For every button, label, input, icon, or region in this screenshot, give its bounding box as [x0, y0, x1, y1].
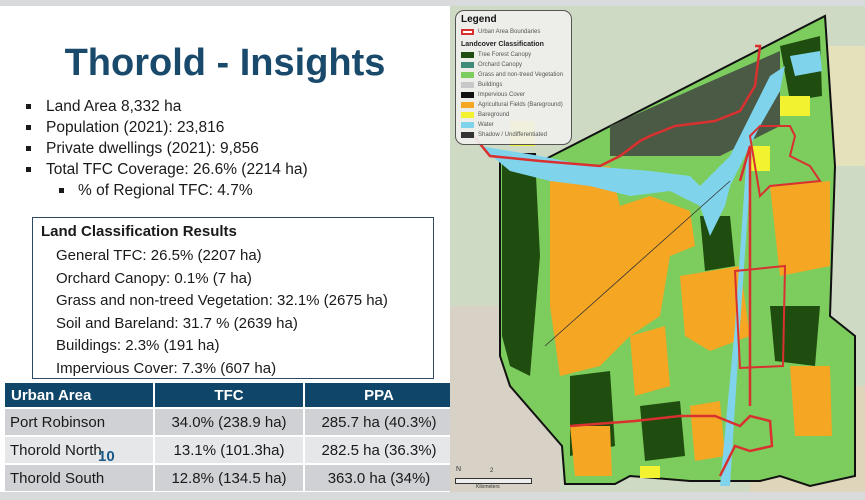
north-arrow-icon: N [456, 466, 462, 473]
table-header-row: Urban Area TFC PPA [5, 383, 453, 407]
lcr-orchard: Orchard Canopy: 0.1% (7 ha) [56, 269, 252, 287]
legend-item-boundary: Urban Area Boundaries [461, 28, 540, 36]
header-tfc: TFC [155, 383, 303, 407]
lcr-impervious: Impervious Cover: 7.3% (607 ha) [56, 359, 277, 377]
grass-swatch-icon [461, 72, 474, 78]
scale-value: 2 [490, 468, 494, 474]
stat-tfc-coverage: Total TFC Coverage: 26.6% (2214 ha) [26, 159, 308, 180]
slide-content: Thorold - Insights Land Area 8,332 ha Po… [0, 6, 450, 500]
legend-item: Orchard Canopy [461, 61, 522, 69]
urban-area-table: Urban Area TFC PPA Port Robinson 34.0% (… [3, 381, 455, 493]
legend-item: Water [461, 121, 494, 129]
lcr-soil: Soil and Bareland: 31.7 % (2639 ha) [56, 314, 298, 332]
legend-item: Buildings [461, 81, 502, 89]
cell-tfc: 12.8% (134.5 ha) [155, 465, 303, 491]
agricultural-swatch-icon [461, 102, 474, 108]
legend-item: Grass and non-treed Vegetation [461, 71, 563, 79]
water-swatch-icon [461, 122, 474, 128]
header-ppa: PPA [305, 383, 453, 407]
legend-title: Legend [461, 14, 497, 25]
legend-item: Shadow / Undifferentiated [461, 131, 547, 139]
boundary-swatch-icon [461, 29, 474, 35]
stat-land-area: Land Area 8,332 ha [26, 96, 308, 117]
legend-item: Tree Forest Canopy [461, 51, 531, 59]
cell-ppa: 285.7 ha (40.3%) [305, 409, 453, 435]
table-row: Port Robinson 34.0% (238.9 ha) 285.7 ha … [5, 409, 453, 435]
lcr-buildings: Buildings: 2.3% (191 ha) [56, 337, 220, 354]
land-classification-title: Land Classification Results [41, 223, 237, 240]
land-classification-list: General TFC: 26.5% (2207 ha) Orchard Can… [56, 245, 388, 380]
legend-item: Agricultural Fields (Bareground) [461, 101, 563, 109]
buildings-swatch-icon [461, 82, 474, 88]
cell-tfc: 34.0% (238.9 ha) [155, 409, 303, 435]
legend-subtitle: Landcover Classification [461, 41, 544, 48]
bottom-border [0, 492, 865, 500]
map-legend: Legend Urban Area Boundaries Landcover C… [455, 10, 572, 145]
cell-tfc: 13.1% (101.3ha) [155, 437, 303, 463]
bareground-swatch-icon [461, 112, 474, 118]
orchard-swatch-icon [461, 62, 474, 68]
cell-area: Port Robinson [5, 409, 153, 435]
table-row: Thorold North 13.1% (101.3ha) 282.5 ha (… [5, 437, 453, 463]
cell-ppa: 363.0 ha (34%) [305, 465, 453, 491]
page-title: Thorold - Insights [64, 42, 386, 84]
cell-area: Thorold North [5, 437, 153, 463]
cell-ppa: 282.5 ha (36.3%) [305, 437, 453, 463]
scale-bar [455, 478, 532, 484]
impervious-swatch-icon [461, 92, 474, 98]
stats-list: Land Area 8,332 ha Population (2021): 23… [26, 96, 308, 201]
page-number: 10 [98, 448, 115, 465]
table-row: Thorold South 12.8% (134.5 ha) 363.0 ha … [5, 465, 453, 491]
cell-area: Thorold South [5, 465, 153, 491]
tree-canopy-swatch-icon [461, 52, 474, 58]
stat-population: Population (2021): 23,816 [26, 117, 308, 138]
lcr-general-tfc: General TFC: 26.5% (2207 ha) [56, 247, 262, 264]
lcr-grass: Grass and non-treed Vegetation: 32.1% (2… [56, 292, 388, 309]
stat-regional-tfc: % of Regional TFC: 4.7% [26, 180, 308, 201]
stat-dwellings: Private dwellings (2021): 9,856 [26, 138, 308, 159]
land-classification-box: Land Classification Results General TFC:… [32, 217, 434, 379]
shadow-swatch-icon [461, 132, 474, 138]
scale-unit: Kilometers [476, 484, 500, 490]
header-urban-area: Urban Area [5, 383, 153, 407]
legend-item: Bareground [461, 111, 509, 119]
landcover-map: Legend Urban Area Boundaries Landcover C… [450, 6, 865, 492]
legend-item: Impervious Cover [461, 91, 525, 99]
